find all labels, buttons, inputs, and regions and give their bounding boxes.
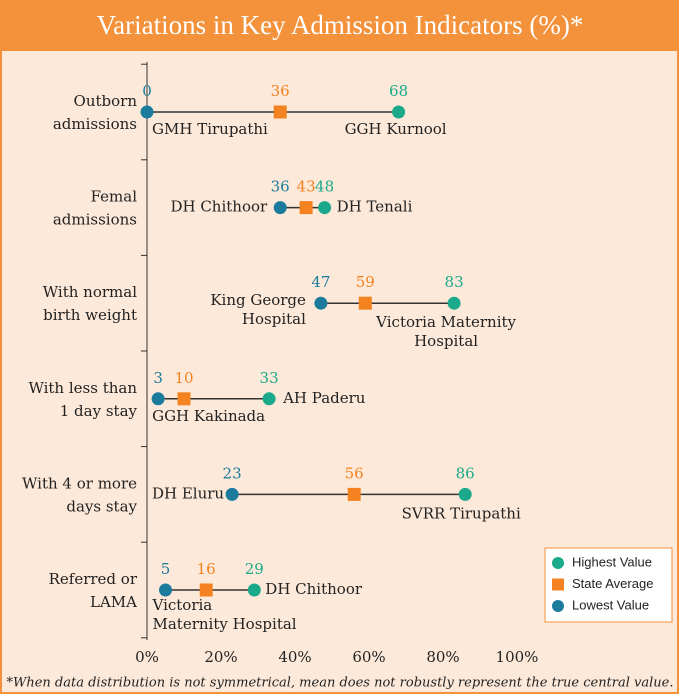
hospital-label: Hospital <box>242 310 306 328</box>
point <box>358 296 372 310</box>
category-label: admissions <box>53 211 137 229</box>
value-label: 43 <box>297 178 316 196</box>
value-label: 83 <box>445 273 464 291</box>
hospital-label: Maternity Hospital <box>153 615 297 633</box>
value-label: 47 <box>311 273 330 291</box>
value-label: 3 <box>153 369 163 387</box>
value-label: 86 <box>456 464 475 482</box>
value-label: 59 <box>356 273 375 291</box>
hospital-label: GGH Kakinada <box>152 407 265 425</box>
point <box>225 487 239 501</box>
point <box>318 201 332 215</box>
category-label: With less than <box>28 379 137 397</box>
category-label: days stay <box>66 497 137 515</box>
category-label: birth weight <box>43 306 137 324</box>
legend-marker <box>552 557 564 569</box>
legend-marker <box>552 600 564 612</box>
value-label: 36 <box>271 82 290 100</box>
category-label: Outborn <box>74 92 138 110</box>
value-label: 0 <box>142 82 152 100</box>
point <box>159 583 172 597</box>
x-tick-label: 60% <box>352 648 385 666</box>
hospital-label: GGH Kurnool <box>345 120 447 138</box>
legend-label: Highest Value <box>572 554 652 569</box>
hospital-label: Hospital <box>414 332 478 350</box>
point <box>299 201 313 215</box>
category-label: LAMA <box>90 593 137 611</box>
category-label: With normal <box>43 283 137 301</box>
hospital-label: DH Chithoor <box>265 580 363 598</box>
point <box>151 392 165 406</box>
category-label: Femal <box>91 188 138 206</box>
value-label: 33 <box>260 369 279 387</box>
x-tick-label: 100% <box>496 648 539 666</box>
x-tick-label: 80% <box>426 648 459 666</box>
point <box>314 296 328 310</box>
value-label: 56 <box>345 464 364 482</box>
value-label: 23 <box>223 464 242 482</box>
point <box>347 487 361 501</box>
hospital-label: DH Chithoor <box>170 198 268 216</box>
value-label: 68 <box>389 82 408 100</box>
point <box>458 487 472 501</box>
point <box>199 583 213 597</box>
legend-label: State Average <box>572 576 653 591</box>
hospital-label: DH Eluru <box>152 484 224 502</box>
chart-title: Variations in Key Admission Indicators (… <box>97 10 584 40</box>
category-label: 1 day stay <box>60 402 138 420</box>
hospital-label: King George <box>210 291 306 309</box>
legend-box <box>544 547 673 623</box>
title-bar <box>1 1 678 51</box>
hospital-label: SVRR Tirupathi <box>402 504 521 522</box>
value-label: 48 <box>315 178 334 196</box>
x-tick-label: 0% <box>135 648 159 666</box>
hospital-label: Victoria <box>152 596 213 614</box>
point <box>177 392 191 406</box>
value-label: 29 <box>245 560 264 578</box>
value-label: 10 <box>174 369 193 387</box>
value-label: 5 <box>161 560 171 578</box>
point <box>262 392 276 406</box>
x-tick-label: 40% <box>278 648 311 666</box>
point <box>273 105 287 119</box>
footnote: *When data distribution is not symmetric… <box>6 676 673 691</box>
legend-marker <box>552 578 564 591</box>
category-label: Referred or <box>49 570 138 588</box>
hospital-label: AH Paderu <box>282 389 366 407</box>
value-label: 16 <box>197 560 216 578</box>
point <box>247 583 261 597</box>
hospital-label: Victoria Maternity <box>375 313 516 331</box>
point <box>392 105 406 119</box>
hospital-label: GMH Tirupathi <box>152 120 268 138</box>
x-tick-label: 20% <box>204 648 237 666</box>
hospital-label: DH Tenali <box>337 198 413 216</box>
category-label: With 4 or more <box>22 474 137 492</box>
point <box>140 105 154 119</box>
legend-label: Lowest Value <box>572 597 649 612</box>
value-label: 36 <box>271 178 290 196</box>
point <box>447 296 461 310</box>
category-label: admissions <box>53 115 137 133</box>
point <box>273 201 287 215</box>
